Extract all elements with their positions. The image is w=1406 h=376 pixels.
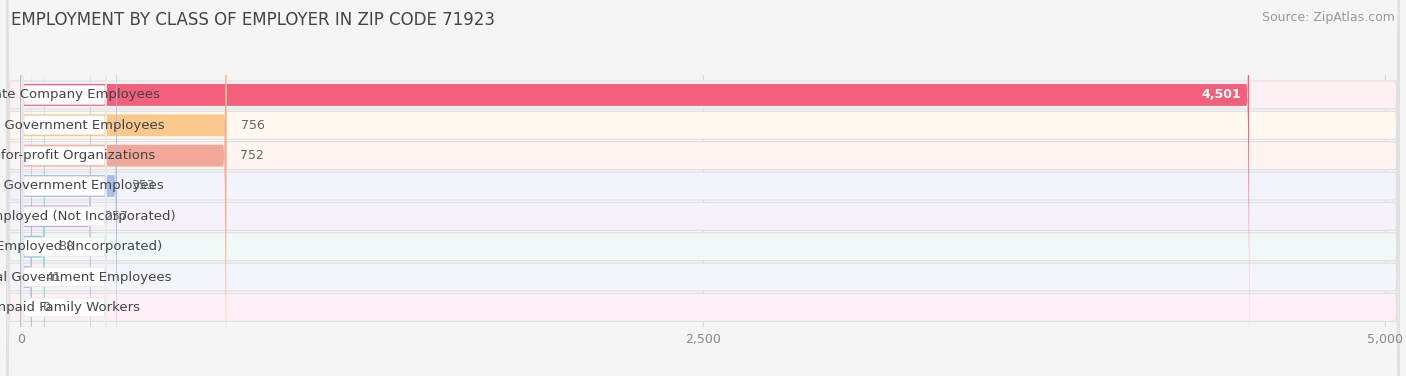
Text: 0: 0 xyxy=(42,301,51,314)
FancyBboxPatch shape xyxy=(21,0,226,376)
Text: 257: 257 xyxy=(104,210,128,223)
FancyBboxPatch shape xyxy=(21,0,1249,376)
Text: Self-Employed (Not Incorporated): Self-Employed (Not Incorporated) xyxy=(0,210,176,223)
Text: Private Company Employees: Private Company Employees xyxy=(0,88,160,102)
Text: Source: ZipAtlas.com: Source: ZipAtlas.com xyxy=(1261,11,1395,24)
Text: 353: 353 xyxy=(131,179,155,193)
Text: 752: 752 xyxy=(239,149,263,162)
Text: Not-for-profit Organizations: Not-for-profit Organizations xyxy=(0,149,156,162)
Text: State Government Employees: State Government Employees xyxy=(0,119,165,132)
FancyBboxPatch shape xyxy=(7,0,1399,376)
Text: Local Government Employees: Local Government Employees xyxy=(0,179,163,193)
FancyBboxPatch shape xyxy=(22,0,107,376)
FancyBboxPatch shape xyxy=(22,0,107,376)
FancyBboxPatch shape xyxy=(22,0,107,376)
Text: 88: 88 xyxy=(58,240,75,253)
FancyBboxPatch shape xyxy=(7,0,1399,376)
FancyBboxPatch shape xyxy=(7,0,1399,376)
FancyBboxPatch shape xyxy=(21,0,226,376)
FancyBboxPatch shape xyxy=(22,0,107,376)
Text: 756: 756 xyxy=(240,119,264,132)
Text: Unpaid Family Workers: Unpaid Family Workers xyxy=(0,301,141,314)
FancyBboxPatch shape xyxy=(22,0,107,376)
FancyBboxPatch shape xyxy=(7,0,1399,376)
FancyBboxPatch shape xyxy=(21,0,45,376)
Text: Self-Employed (Incorporated): Self-Employed (Incorporated) xyxy=(0,240,162,253)
Text: Federal Government Employees: Federal Government Employees xyxy=(0,271,172,284)
FancyBboxPatch shape xyxy=(22,0,107,359)
FancyBboxPatch shape xyxy=(7,0,1399,376)
Text: 41: 41 xyxy=(45,271,62,284)
FancyBboxPatch shape xyxy=(22,13,107,376)
Text: EMPLOYMENT BY CLASS OF EMPLOYER IN ZIP CODE 71923: EMPLOYMENT BY CLASS OF EMPLOYER IN ZIP C… xyxy=(11,11,495,29)
FancyBboxPatch shape xyxy=(21,0,32,376)
FancyBboxPatch shape xyxy=(21,0,91,376)
FancyBboxPatch shape xyxy=(7,0,1399,376)
FancyBboxPatch shape xyxy=(22,44,107,376)
FancyBboxPatch shape xyxy=(21,0,117,376)
FancyBboxPatch shape xyxy=(7,0,1399,376)
FancyBboxPatch shape xyxy=(7,0,1399,376)
Text: 4,501: 4,501 xyxy=(1201,88,1241,102)
